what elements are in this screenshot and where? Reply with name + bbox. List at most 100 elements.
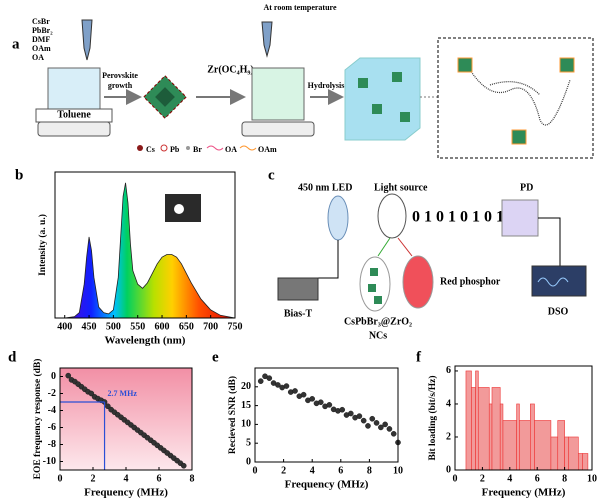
- reagent: PbBr₂: [32, 26, 53, 35]
- legend-label: OAm: [258, 145, 277, 154]
- source-label: Light source: [374, 182, 428, 193]
- x-tick-label: 8: [367, 465, 372, 476]
- x-tick-label: 10: [587, 473, 597, 484]
- point: [257, 378, 264, 384]
- x-tick-label: 450: [82, 321, 97, 332]
- x-tick-label: 4: [124, 473, 129, 484]
- reagent: CsBr: [32, 17, 50, 26]
- bar: [516, 403, 520, 471]
- x-tick-label: 0: [453, 473, 458, 484]
- y-axis-title: Bit loading (bit/s/Hz): [427, 376, 438, 461]
- link: [397, 237, 413, 257]
- step-label: Perovskite: [102, 71, 138, 80]
- reagent2: Zr(OC₄H₉)₄: [207, 64, 257, 75]
- reagent: DMF: [32, 35, 50, 44]
- legend-label: Cs: [146, 145, 155, 154]
- bar: [471, 387, 476, 471]
- x-axis-title: Frequency (MHz): [84, 487, 168, 499]
- pipette: [261, 21, 273, 58]
- point: [386, 426, 393, 432]
- scope-label: DSO: [548, 306, 569, 317]
- link: [377, 237, 391, 257]
- point: [373, 420, 380, 426]
- y-tick-label: 5: [246, 437, 251, 448]
- wire: [538, 217, 561, 266]
- axes-frame: [54, 171, 236, 319]
- point: [378, 424, 384, 431]
- x-axis-title: Frequency (MHz): [285, 479, 369, 491]
- point: [390, 430, 397, 437]
- bias-label: Bias-T: [284, 308, 313, 319]
- bar: [557, 420, 565, 471]
- phosphor-label: Red phosphor: [440, 276, 501, 287]
- x-tick-label: 700: [203, 321, 218, 332]
- bar: [530, 403, 535, 471]
- point: [65, 372, 72, 379]
- hotplate: [241, 121, 315, 137]
- inset-glow: [174, 204, 184, 214]
- point: [283, 383, 290, 389]
- cube-crystals: [358, 72, 410, 122]
- point: [356, 413, 363, 419]
- x-tick-label: 10: [393, 465, 403, 476]
- y-tick-label: 2: [446, 431, 451, 442]
- y-tick-label: -10: [43, 456, 56, 467]
- axes-frame: [454, 365, 593, 471]
- bar: [477, 387, 490, 471]
- wire: [300, 240, 339, 279]
- spectrum-fill: [55, 182, 235, 318]
- detector-label: PD: [520, 182, 533, 193]
- point: [88, 390, 95, 397]
- x-axis-title: Frequency (MHz): [482, 487, 566, 499]
- bar: [502, 420, 517, 471]
- y-tick-label: -8: [48, 439, 56, 450]
- point: [317, 399, 324, 406]
- y-axis-title: EOE frequency response (dB): [32, 359, 43, 480]
- legend-dot: [137, 145, 143, 151]
- point: [105, 403, 111, 410]
- line: [55, 182, 236, 319]
- bar: [568, 436, 579, 471]
- x-tick-label: 2: [281, 465, 286, 476]
- y-tick-label: 10: [241, 419, 251, 430]
- crystal: [143, 75, 187, 119]
- point: [382, 421, 388, 428]
- y-tick-label: -2: [48, 388, 56, 399]
- led: [327, 195, 349, 241]
- point: [292, 388, 298, 394]
- y-tick-label: 0: [51, 371, 56, 382]
- x-tick-label: 6: [157, 473, 162, 484]
- x-tick-label: 4: [310, 465, 315, 476]
- panel-label: a: [12, 36, 20, 52]
- step-label: growth: [108, 81, 133, 90]
- bar: [550, 436, 559, 471]
- panel-c: c 450 nm LED Light source 0 1 0 1 0 1 0 …: [268, 167, 587, 341]
- x-tick-label: 600: [155, 321, 170, 332]
- y-axis-title: Recieved SNR (dB): [227, 376, 238, 454]
- red-phosphor: [402, 255, 434, 309]
- y-tick-label: -4: [48, 405, 56, 416]
- x-tick-label: 550: [130, 321, 145, 332]
- x-tick-label: 6: [535, 473, 540, 484]
- point: [326, 402, 333, 408]
- step-label: Hydrolysis: [308, 81, 345, 90]
- bar: [519, 420, 531, 471]
- y-axis-title: Intensity (a. u.): [37, 214, 48, 276]
- converter-label: NCs: [369, 330, 387, 341]
- point: [266, 375, 273, 381]
- reagent: OAm: [32, 44, 51, 53]
- point: [339, 406, 346, 413]
- y-tick-label: 6: [446, 365, 451, 376]
- light-source: [377, 193, 407, 239]
- y-tick-label: -6: [48, 422, 56, 433]
- x-tick-label: 4: [507, 473, 512, 484]
- legend-dot: [186, 146, 190, 150]
- scope-trace: [537, 277, 569, 287]
- legend-line: [206, 145, 224, 151]
- x-tick-label: 8: [562, 473, 567, 484]
- y-tick-label: 15: [241, 400, 251, 411]
- panel-a: At room temperature a CsBr PbBr₂ DMF OAm…: [12, 3, 594, 159]
- hotplate: [37, 121, 111, 137]
- legend-dot: [160, 144, 168, 152]
